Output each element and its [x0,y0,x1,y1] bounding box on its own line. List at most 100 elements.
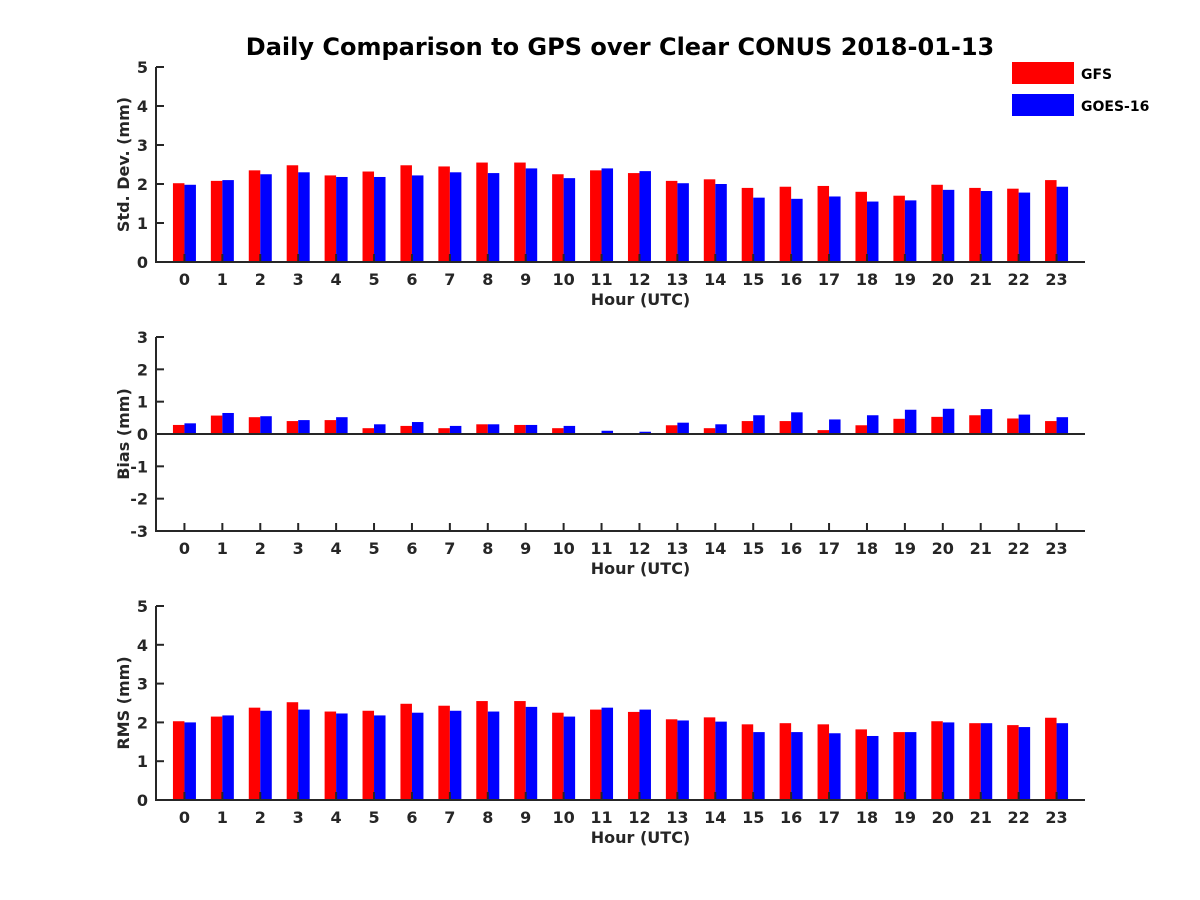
bar-goes16-hour-11 [601,168,614,262]
x-tick-label: 18 [856,808,878,827]
x-tick-label: 3 [293,539,304,558]
bar-gfs-hour-19 [893,418,905,434]
y-tick-label: 5 [137,597,148,616]
bar-gfs-hour-14 [703,717,716,800]
bar-goes16-hour-11 [601,430,614,434]
bar-goes16-hour-6 [411,422,424,434]
x-tick-label: 8 [482,270,493,289]
x-tick-label: 21 [970,539,992,558]
x-tick-label: 17 [818,808,840,827]
bar-gfs-hour-6 [400,165,412,262]
x-tick-label: 18 [856,270,878,289]
bar-gfs-hour-18 [855,191,867,262]
bar-gfs-hour-22 [1007,725,1019,800]
x-tick-label: 3 [293,270,304,289]
x-tick-label: 11 [590,808,612,827]
x-tick-label: 2 [255,539,266,558]
x-tick-label: 18 [856,539,878,558]
bar-goes16-hour-4 [336,713,348,800]
bar-gfs-hour-1 [210,180,223,262]
bar-goes16-hour-16 [791,732,803,800]
x-tick-label: 17 [818,539,840,558]
x-tick-label: 17 [818,270,840,289]
x-tick-label: 12 [628,808,650,827]
bar-gfs-hour-3 [286,421,299,434]
x-tick-label: 22 [1008,539,1030,558]
bar-gfs-hour-21 [969,723,981,800]
x-tick-label: 14 [704,808,726,827]
bar-gfs-hour-8 [476,424,488,434]
x-tick-label: 14 [704,539,726,558]
x-tick-label: 20 [932,270,954,289]
bar-goes16-hour-2 [260,710,272,800]
bar-gfs-hour-20 [931,721,943,800]
x-tick-label: 15 [742,270,764,289]
bar-goes16-hour-4 [336,417,348,434]
bar-goes16-hour-20 [942,722,955,800]
y-tick-label: 2 [137,360,148,379]
x-tick-label: 15 [742,539,764,558]
bar-gfs-hour-20 [931,184,943,262]
bar-gfs-hour-17 [817,430,830,434]
bar-gfs-hour-11 [590,709,602,800]
y-tick-label: 0 [137,791,148,810]
x-tick-label: 11 [590,539,612,558]
x-tick-label: 13 [666,808,688,827]
bar-gfs-hour-16 [779,186,792,262]
x-tick-label: 5 [368,808,379,827]
bar-goes16-hour-9 [525,424,538,434]
bar-gfs-hour-3 [286,165,299,262]
y-tick-label: 4 [137,636,148,655]
bar-goes16-hour-1 [222,180,234,262]
x-tick-label: 10 [552,270,574,289]
bar-goes16-hour-5 [374,715,386,800]
bar-gfs-hour-10 [552,712,564,800]
x-tick-label: 12 [628,270,650,289]
bar-goes16-hour-20 [942,189,955,262]
bar-gfs-hour-14 [703,179,716,262]
bar-goes16-hour-22 [1018,414,1031,434]
x-tick-label: 21 [970,808,992,827]
bar-goes16-hour-14 [715,721,727,800]
bar-goes16-hour-7 [449,425,462,434]
bar-gfs-hour-15 [741,187,754,262]
bar-gfs-hour-13 [665,425,678,434]
x-tick-label: 4 [331,270,342,289]
bar-gfs-hour-1 [210,415,223,434]
bar-goes16-hour-0 [184,184,196,262]
bar-gfs-hour-12 [627,711,640,800]
bar-goes16-hour-21 [980,409,993,434]
legend-swatch-gfs [1012,62,1074,84]
x-tick-label: 23 [1045,270,1067,289]
bar-goes16-hour-10 [563,425,576,434]
bar-goes16-hour-12 [639,709,651,800]
bar-gfs-hour-9 [514,424,526,434]
y-axis-label: Std. Dev. (mm) [114,97,133,232]
bar-goes16-hour-20 [942,408,955,434]
bar-goes16-hour-22 [1018,192,1031,262]
bar-gfs-hour-19 [893,732,905,800]
bar-goes16-hour-8 [487,173,500,262]
y-tick-label: 4 [137,97,148,116]
y-tick-label: 1 [137,752,148,771]
x-tick-label: 19 [894,808,916,827]
bar-goes16-hour-14 [715,184,727,262]
y-tick-label: -3 [130,522,148,541]
x-tick-label: 4 [331,539,342,558]
bar-gfs-hour-0 [172,721,185,800]
bar-goes16-hour-2 [260,416,272,434]
bar-gfs-hour-21 [969,415,981,434]
bar-gfs-hour-4 [324,711,337,800]
x-tick-label: 9 [520,270,531,289]
x-tick-label: 21 [970,270,992,289]
x-tick-label: 12 [628,539,650,558]
y-tick-label: 3 [137,136,148,155]
y-tick-label: 1 [137,393,148,412]
x-tick-label: 7 [444,808,455,827]
bar-goes16-hour-19 [904,200,917,262]
chart-title: Daily Comparison to GPS over Clear CONUS… [246,33,994,61]
x-tick-label: 16 [780,808,802,827]
bar-goes16-hour-7 [449,172,462,262]
bar-goes16-hour-9 [525,168,538,262]
